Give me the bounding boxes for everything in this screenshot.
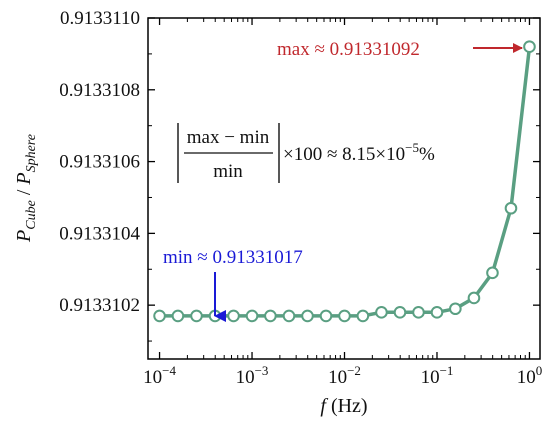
- data-point: [190, 309, 203, 323]
- data-point: [171, 309, 185, 323]
- data-point: [412, 306, 425, 319]
- data-point: [245, 309, 259, 323]
- y-tick-label: 0.9133108: [59, 80, 140, 101]
- x-title-var: f: [320, 395, 328, 417]
- x-tick-label: 10−1: [421, 363, 454, 388]
- data-point: [338, 309, 351, 323]
- data-point: [227, 309, 240, 323]
- y-title-num-sub: Cube: [24, 200, 39, 230]
- formula-rhs-pct: %: [419, 144, 435, 165]
- data-point: [264, 309, 277, 323]
- formula-rhs: ×100 ≈ 8.15×10−5%: [283, 140, 435, 165]
- x-tick-label: 10−3: [236, 363, 269, 388]
- data-point: [430, 306, 444, 319]
- y-axis: 0.9133102 0.9133104 0.9133106 0.9133108 0.91…: [59, 8, 540, 342]
- data-point: [319, 309, 333, 323]
- y-title-den: P: [13, 172, 35, 185]
- formula-rhs-exp: −5: [405, 140, 419, 155]
- y-tick-label: 0.9133102: [59, 295, 140, 316]
- max-annotation: max ≈ 0.91331092: [277, 39, 420, 60]
- y-title-sep: /: [13, 185, 35, 201]
- x-tick-label: 10−4: [143, 363, 176, 388]
- y-axis-title: PCube / PSphere: [13, 134, 39, 243]
- series-layer: [153, 40, 536, 323]
- data-point: [282, 309, 296, 323]
- data-point: [301, 309, 314, 323]
- x-tick-label: 100: [517, 363, 543, 388]
- x-title-unit: (Hz): [326, 395, 368, 417]
- plot-frame: [147, 17, 541, 360]
- formula-rhs-main: ×100 ≈ 8.15×10: [283, 144, 405, 165]
- y-tick-label: 0.9133110: [60, 8, 140, 29]
- data-point: [393, 306, 407, 319]
- y-title-den-sub: Sphere: [24, 134, 39, 172]
- min-annotation: min ≈ 0.91331017: [163, 247, 303, 268]
- x-axis: 10−4 10−3 10−2 10−1 100: [143, 18, 542, 388]
- data-point: [356, 309, 370, 323]
- y-tick-label: 0.9133106: [59, 152, 140, 173]
- y-title-num: P: [13, 230, 35, 243]
- x-axis-title: f (Hz): [320, 395, 367, 417]
- data-point: [375, 306, 388, 319]
- x-tick-label: 10−2: [328, 363, 361, 388]
- data-point: [486, 266, 499, 280]
- y-tick-label: 0.9133104: [59, 223, 140, 244]
- data-point: [153, 309, 166, 323]
- formula-numerator: max − min: [187, 127, 270, 148]
- data-point: [467, 291, 481, 305]
- data-point: [523, 40, 536, 54]
- data-point: [504, 201, 518, 215]
- formula-denominator: min: [213, 161, 243, 182]
- data-point: [449, 302, 462, 316]
- relative-difference-formula: max − min min ×100 ≈ 8.15×10−5%: [177, 123, 435, 183]
